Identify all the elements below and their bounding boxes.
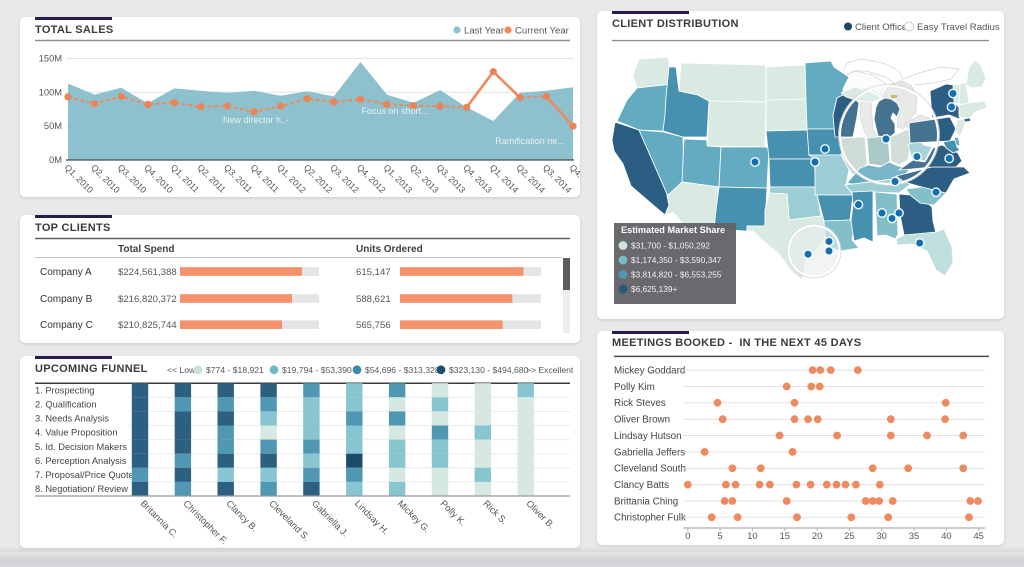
svg-text:Company A: Company A (40, 267, 92, 278)
svg-text:8. Negotiation/ Review: 8. Negotiation/ Review (35, 484, 128, 494)
svg-text:Lindsay Hutson: Lindsay Hutson (614, 431, 682, 442)
svg-text:15: 15 (780, 531, 790, 541)
svg-text:Cleveland South: Cleveland South (614, 464, 686, 475)
svg-text:40: 40 (941, 531, 951, 541)
svg-text:Ramification ne...: Ramification ne... (495, 136, 565, 146)
svg-text:Clancy B.: Clancy B. (224, 498, 259, 533)
svg-text:Gabriella J.: Gabriella J. (310, 498, 350, 538)
svg-text:Oliver Brown: Oliver Brown (614, 415, 670, 426)
svg-text:30: 30 (877, 531, 887, 541)
svg-text:6. Perception Analysis: 6. Perception Analysis (35, 456, 127, 466)
svg-text:Total Spend: Total Spend (118, 244, 174, 255)
svg-text:Oliver B.: Oliver B. (524, 498, 556, 530)
svg-text:$54,696 - $313,328: $54,696 - $313,328 (365, 365, 440, 375)
svg-text:Brittania Ching: Brittania Ching (614, 496, 678, 507)
svg-text:Q1, 2011: Q1, 2011 (169, 162, 201, 194)
svg-text:$774 - $18,921: $774 - $18,921 (206, 365, 264, 375)
svg-text:0: 0 (685, 531, 690, 541)
svg-text:5. Id. Decision Makers: 5. Id. Decision Makers (35, 442, 127, 452)
svg-text:Rick Steves: Rick Steves (614, 398, 666, 409)
svg-text:<< Low: << Low (167, 365, 196, 375)
svg-text:$216,820,372: $216,820,372 (118, 294, 177, 305)
svg-text:Clancy Batts: Clancy Batts (614, 480, 669, 491)
svg-text:Christopher F.: Christopher F. (181, 498, 229, 546)
svg-text:Company C: Company C (40, 320, 93, 331)
svg-text:45: 45 (974, 531, 984, 541)
svg-text:$323,130 - $494,680: $323,130 - $494,680 (449, 365, 529, 375)
svg-text:4. Value Proposition: 4. Value Proposition (35, 428, 118, 438)
svg-text:2. Qualification: 2. Qualification (35, 400, 97, 410)
svg-text:$31,700 - $1,050,292: $31,700 - $1,050,292 (631, 241, 710, 251)
svg-text:588,621: 588,621 (356, 294, 391, 305)
svg-text:5: 5 (718, 531, 723, 541)
svg-text:35: 35 (909, 531, 919, 541)
svg-text:10: 10 (747, 531, 757, 541)
svg-text:$1,174,350 - $3,590,347: $1,174,350 - $3,590,347 (631, 255, 722, 265)
svg-text:Units Ordered: Units Ordered (356, 244, 423, 255)
svg-text:$19,794 - $53,390: $19,794 - $53,390 (282, 365, 352, 375)
svg-text:Last Year: Last Year (464, 26, 505, 37)
svg-text:Mickey G.: Mickey G. (396, 498, 432, 534)
svg-text:Christopher Fulk: Christopher Fulk (614, 513, 686, 524)
svg-text:Company B: Company B (40, 294, 93, 305)
svg-text:100M: 100M (39, 87, 62, 97)
svg-text:7. Proposal/Price Quote: 7. Proposal/Price Quote (35, 470, 134, 480)
svg-text:New director h..-: New director h..- (223, 115, 289, 125)
svg-text:Focus on short...: Focus on short... (361, 106, 428, 116)
svg-text:0M: 0M (49, 155, 62, 165)
svg-text:25: 25 (844, 531, 854, 541)
svg-text:Current Year: Current Year (515, 26, 570, 37)
svg-text:Q2, 2011: Q2, 2011 (195, 162, 227, 194)
svg-text:Rick S.: Rick S. (481, 498, 509, 526)
svg-text:Q3, 2011: Q3, 2011 (222, 162, 254, 194)
svg-text:Client Office: Client Office (855, 22, 907, 33)
svg-text:Lindsay H.: Lindsay H. (353, 498, 391, 536)
svg-text:Estimated Market Share: Estimated Market Share (621, 225, 725, 235)
svg-text:$210,825,744: $210,825,744 (118, 320, 177, 331)
svg-text:Cleveland S.: Cleveland S. (267, 498, 311, 542)
svg-text:Mickey Goddard: Mickey Goddard (614, 366, 685, 377)
svg-text:1. Prospecting: 1. Prospecting (35, 385, 94, 395)
svg-text:$224,561,388: $224,561,388 (118, 267, 177, 278)
svg-text:3. Needs Analysis: 3. Needs Analysis (35, 414, 109, 424)
svg-text:20: 20 (812, 531, 822, 541)
svg-text:Polly K.: Polly K. (438, 498, 467, 527)
svg-text:Easy Travel Radius: Easy Travel Radius (917, 22, 1000, 33)
svg-text:Gabriella Jeffers: Gabriella Jeffers (614, 447, 685, 458)
svg-text:565,756: 565,756 (356, 320, 391, 331)
svg-text:150M: 150M (39, 53, 62, 63)
svg-text:$6,625,139+: $6,625,139+ (631, 284, 678, 294)
svg-text:Polly Kim: Polly Kim (614, 382, 655, 393)
svg-text:>> Excellent: >> Excellent (526, 365, 574, 375)
svg-text:615,147: 615,147 (356, 267, 391, 278)
svg-text:Britannia C.: Britannia C. (139, 498, 180, 539)
svg-text:$3,814,820 - $6,553,255: $3,814,820 - $6,553,255 (631, 270, 722, 280)
svg-text:50M: 50M (44, 121, 62, 131)
